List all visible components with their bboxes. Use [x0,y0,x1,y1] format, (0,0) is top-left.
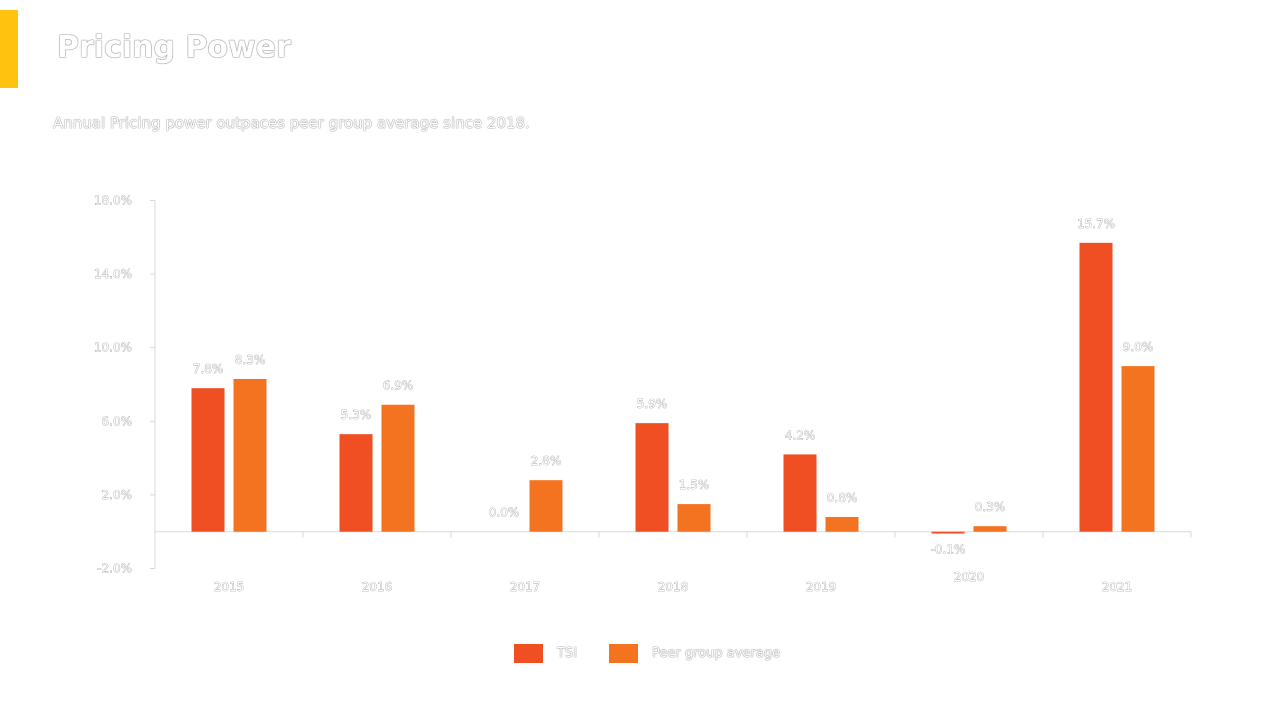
bar-peer-2017 [529,480,563,532]
y-tick-label: -2.0% [97,562,132,576]
data-label-peer-2020: 0.3% [975,500,1006,514]
bar-peer-2015 [233,378,267,532]
x-category-label: 2016 [362,580,393,594]
data-label-tsi-2017: 0.0% [489,506,520,520]
bar-peer-2021 [1121,366,1155,532]
data-label-tsi-2021: 15.7% [1077,217,1115,231]
page-subtitle: Annual Pricing power outpaces peer group… [53,114,530,132]
x-category-label: 2015 [214,580,245,594]
bar-peer-2018 [677,504,711,532]
data-label-peer-2017: 2.8% [531,454,562,468]
data-label-peer-2018: 1.5% [679,478,710,492]
bar-peer-2020 [973,526,1007,532]
data-label-peer-2021: 9.0% [1123,340,1154,354]
bar-tsi-2020 [931,531,965,534]
bar-tsi-2015 [191,388,225,532]
data-label-tsi-2015: 7.8% [193,362,224,376]
x-category-label: 2017 [510,580,541,594]
data-label-tsi-2018: 5.9% [637,397,668,411]
x-category-label: 2019 [806,580,837,594]
y-tick-label: 10.0% [94,341,132,355]
bar-tsi-2019 [783,454,817,532]
legend-swatch-peer [609,643,639,663]
data-label-peer-2016: 6.9% [383,379,414,393]
legend-item-peer: Peer group average [609,643,780,663]
data-label-tsi-2019: 4.2% [785,428,816,442]
data-label-peer-2019: 0.8% [827,491,858,505]
bar-tsi-2021 [1079,242,1113,532]
x-category-label: 2021 [1102,580,1133,594]
chart-legend: TSI Peer group average [514,643,812,663]
bar-tsi-2018 [635,423,669,532]
y-tick-label: 2.0% [102,488,133,502]
data-label-peer-2015: 8.3% [235,353,266,367]
y-tick-label: 6.0% [102,414,133,428]
data-label-tsi-2020: -0.1% [931,543,966,557]
bar-peer-2019 [825,516,859,532]
x-category-label: 2020 [954,570,985,584]
accent-bar [0,10,18,88]
bar-tsi-2016 [339,434,373,532]
y-tick-label: 18.0% [94,194,132,208]
data-label-tsi-2016: 5.3% [341,408,372,422]
legend-label-tsi: TSI [557,645,578,661]
y-tick-label: 14.0% [94,267,132,281]
x-category-label: 2018 [658,580,689,594]
bar-peer-2016 [381,404,415,532]
legend-item-tsi: TSI [514,643,578,663]
legend-swatch-tsi [514,643,543,663]
legend-label-peer: Peer group average [652,645,780,661]
page-title: Pricing Power [57,30,291,65]
